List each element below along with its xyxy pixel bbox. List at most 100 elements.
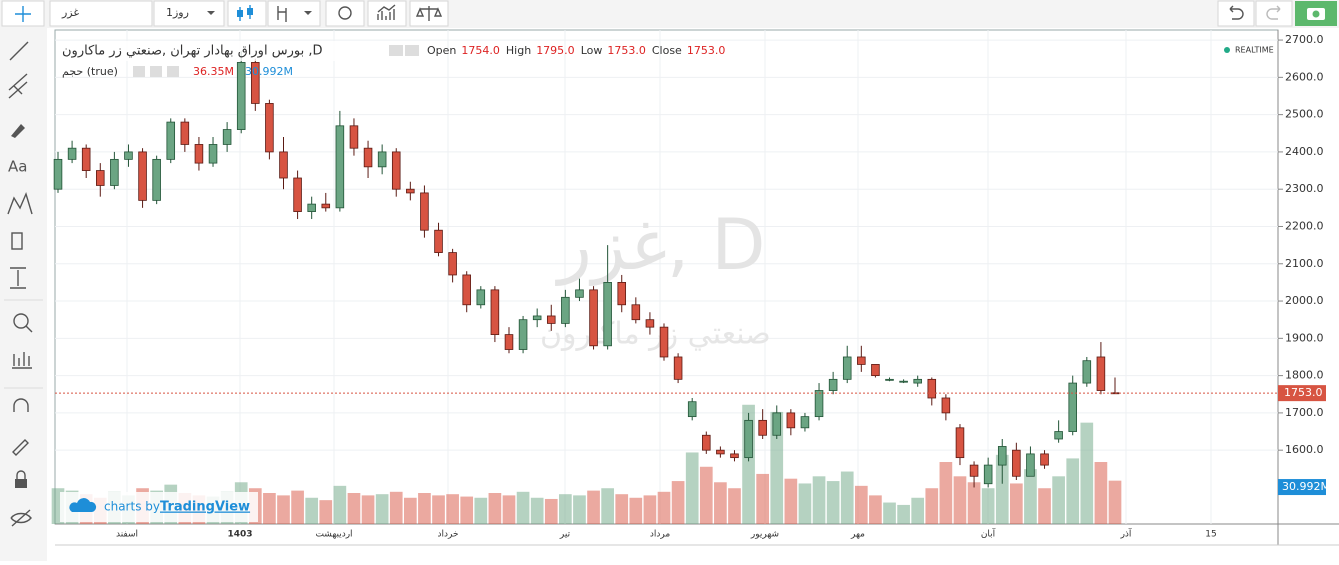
volume-bar	[1038, 488, 1051, 524]
x-tick-label: مرداد	[650, 530, 670, 540]
candle-body	[983, 464, 993, 485]
legend-title: بورس اوراق بهادار تهران ,صنعتي زر ماكارو…	[62, 44, 322, 59]
candle-body	[575, 289, 584, 298]
candle-body	[673, 356, 683, 380]
ohlc-values: Open 1754.0 High 1795.0 Low 1753.0 Close 1753.0	[427, 44, 725, 57]
candles-button[interactable]	[227, 0, 267, 27]
volume-bar	[474, 497, 488, 524]
volume-bar	[516, 491, 530, 524]
candle-body	[490, 289, 500, 336]
prediction-tool[interactable]	[11, 232, 23, 250]
volume-bar	[812, 476, 826, 524]
candle-body	[504, 334, 514, 350]
top-toolbar: غزر 1روز	[0, 0, 1339, 28]
candle-body	[702, 434, 711, 451]
x-tick-label: آذر	[1120, 528, 1132, 540]
settings-button[interactable]	[325, 0, 365, 27]
compare-button[interactable]	[267, 0, 321, 27]
volume-bar	[1010, 483, 1023, 524]
redo-button[interactable]	[1255, 0, 1293, 27]
candle-body	[687, 401, 697, 418]
volume-bar	[446, 494, 459, 524]
text-tool[interactable]: Aa	[8, 158, 27, 176]
candle-body	[180, 121, 190, 145]
volume-bar	[967, 482, 981, 524]
magnet-tool[interactable]	[13, 398, 29, 412]
volume-bar	[995, 454, 1009, 524]
volume-eye[interactable]	[133, 66, 145, 77]
branding[interactable]: charts by TradingView	[60, 492, 258, 522]
volume-bar	[643, 495, 657, 524]
candle-body	[67, 147, 77, 160]
volume-bar	[403, 497, 417, 524]
legend-bg	[58, 41, 384, 61]
hide-tool[interactable]	[10, 509, 32, 527]
trendline-tool[interactable]	[9, 41, 29, 61]
volume-bar	[1066, 458, 1080, 524]
volume-legend-value: 36.35M	[193, 65, 234, 78]
volume-bar	[1094, 462, 1108, 524]
volume-bar	[291, 490, 304, 524]
y-tick-label: 2600.0	[1285, 70, 1324, 83]
x-tick-label: اردیبهشت	[315, 530, 352, 540]
volume-bar	[263, 493, 276, 524]
candle-body	[420, 192, 429, 231]
cloud-logo	[69, 498, 97, 512]
crosshair-icon	[15, 6, 31, 22]
candle-body	[969, 464, 979, 477]
symbol-text: غزر	[61, 6, 79, 19]
volume-bar	[869, 495, 882, 524]
volume-bar	[629, 497, 643, 524]
candle-body	[997, 446, 1007, 466]
y-tick-label: 1800.0	[1285, 369, 1324, 382]
undo-button[interactable]	[1217, 0, 1255, 27]
candle-body	[406, 188, 415, 194]
legend-settings[interactable]	[405, 45, 419, 56]
volume-legend-ma: 30.992M	[245, 65, 293, 78]
pitchfork-tool[interactable]	[8, 73, 28, 99]
x-tick-label: 15	[1205, 530, 1216, 540]
volume-settings[interactable]	[150, 66, 162, 77]
legend-eye[interactable]	[389, 45, 403, 56]
volume-bar	[277, 495, 290, 524]
candle-body	[786, 412, 796, 429]
candle-body	[1068, 382, 1077, 432]
chart-pane	[54, 29, 1279, 525]
candle-body	[927, 378, 937, 399]
candle-body	[730, 453, 739, 459]
candle-body	[476, 289, 486, 306]
volume-bar	[939, 462, 953, 524]
scales-icon	[415, 6, 443, 21]
pattern-tool[interactable]	[7, 191, 33, 215]
lock-shackle	[16, 470, 26, 479]
volume-bar	[953, 476, 967, 524]
volume-bar	[460, 496, 474, 524]
bars-tool[interactable]	[12, 352, 32, 369]
zoom-tool[interactable]	[13, 313, 29, 329]
x-tick-label: تیر	[559, 530, 571, 540]
camera-lens	[1312, 10, 1320, 18]
brush-tool[interactable]	[11, 124, 25, 138]
symbol-input[interactable]	[49, 0, 153, 27]
volume-bar	[854, 485, 868, 524]
drawing-mode-tool[interactable]	[12, 439, 29, 456]
dropdown-arrow	[304, 11, 312, 15]
indicators-icon	[377, 4, 396, 20]
volume-bar	[559, 494, 572, 524]
lock-tool[interactable]	[15, 479, 27, 488]
y-tick-label: 2000.0	[1285, 294, 1324, 307]
volume-bar	[502, 495, 516, 524]
measure-tool[interactable]	[10, 267, 26, 289]
candle-body	[307, 203, 316, 212]
candle-body	[532, 315, 542, 321]
volume-bar	[1024, 469, 1037, 524]
candle-body	[871, 364, 880, 377]
volume-bar	[615, 494, 629, 524]
candles-icon-body	[237, 10, 243, 17]
volume-bar	[1080, 422, 1094, 524]
volume-remove[interactable]	[167, 66, 179, 77]
indicators-button[interactable]	[367, 0, 407, 27]
volume-bar	[601, 488, 614, 524]
watermark-name: صنعتي زر ماكارون	[540, 317, 771, 352]
interval-select[interactable]	[153, 0, 225, 27]
